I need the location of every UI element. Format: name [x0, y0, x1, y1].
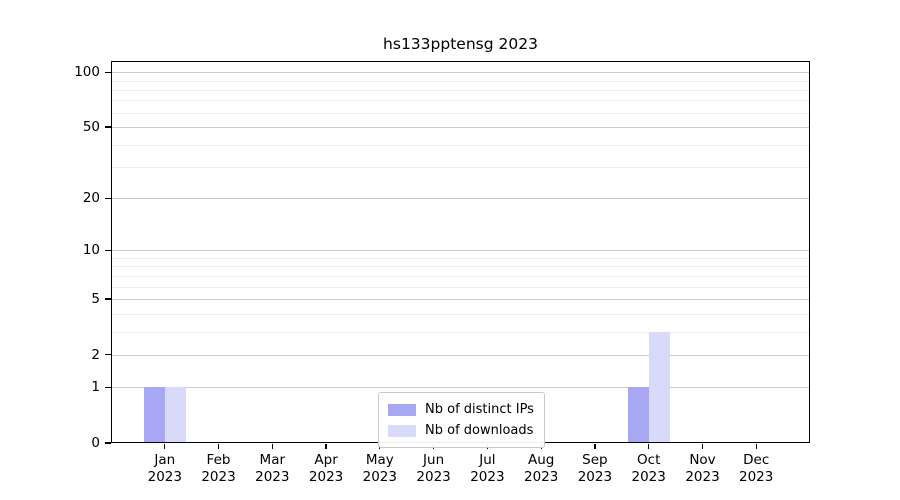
x-tick-label: Aug 2023 — [505, 452, 577, 486]
y-tick-label: 50 — [82, 119, 100, 135]
x-tick-month: Aug — [528, 452, 555, 468]
x-tick-mark — [755, 444, 757, 449]
x-tick-year: 2023 — [147, 469, 182, 485]
x-tick-year: 2023 — [470, 469, 505, 485]
bar-downloads-jan — [164, 387, 186, 443]
legend: Nb of distinct IPs Nb of downloads — [378, 392, 545, 448]
x-tick-year: 2023 — [416, 469, 451, 485]
gridline-minor — [112, 313, 809, 315]
x-tick-month: Dec — [743, 452, 770, 468]
y-tick-mark — [105, 442, 111, 444]
gridline-minor — [112, 258, 809, 259]
x-tick-year: 2023 — [362, 469, 397, 485]
gridline-minor — [112, 331, 809, 333]
gridline-minor — [112, 144, 809, 146]
gridline-minor — [112, 89, 809, 91]
x-tick-label: Jan 2023 — [129, 452, 201, 486]
legend-label-downloads: Nb of downloads — [425, 423, 534, 438]
x-tick-label: Jul 2023 — [451, 452, 523, 486]
x-tick-year: 2023 — [631, 469, 666, 485]
x-tick-year: 2023 — [201, 469, 236, 485]
y-tick-mark — [105, 354, 111, 356]
x-tick-month: Apr — [314, 452, 338, 468]
gridline-minor — [112, 100, 809, 102]
gridline-major — [112, 387, 809, 389]
gridline-major — [112, 250, 809, 252]
x-tick-month: May — [365, 452, 394, 468]
x-tick-label: Feb 2023 — [183, 452, 255, 486]
x-tick-month: Mar — [259, 452, 286, 468]
distinct-ips-swatch-icon — [388, 403, 416, 416]
x-tick-mark — [164, 444, 166, 449]
legend-label-distinct-ips: Nb of distinct IPs — [425, 402, 534, 417]
y-tick-mark — [105, 197, 111, 199]
gridline-minor — [112, 286, 809, 288]
bar-downloads-oct — [648, 331, 670, 443]
x-tick-month: Jun — [423, 452, 445, 468]
x-tick-month: Jan — [154, 452, 176, 468]
gridline-minor — [112, 266, 809, 268]
x-tick-month: Oct — [637, 452, 661, 468]
downloads-swatch-icon — [388, 424, 416, 437]
y-tick-label: 1 — [91, 379, 100, 396]
x-tick-year: 2023 — [308, 469, 344, 485]
y-tick-mark — [105, 298, 111, 300]
x-tick-label: Apr 2023 — [290, 452, 362, 486]
gridline-major — [112, 354, 809, 356]
plot-area-border — [111, 61, 810, 443]
x-tick-mark — [325, 444, 327, 449]
x-tick-year: 2023 — [255, 469, 290, 485]
y-tick-label: 5 — [91, 291, 100, 307]
x-tick-month: Sep — [582, 452, 608, 468]
bar-distinct-ips-oct — [627, 387, 649, 443]
x-tick-month: Feb — [206, 452, 231, 468]
x-tick-label: Sep 2023 — [559, 452, 631, 486]
y-tick-label: 2 — [91, 346, 100, 363]
x-tick-month: Jul — [479, 452, 496, 468]
x-tick-label: Nov 2023 — [667, 452, 739, 486]
y-tick-mark — [105, 386, 111, 388]
x-tick-mark — [217, 444, 220, 449]
gridline-minor — [112, 112, 809, 114]
gridline-minor — [112, 167, 809, 168]
gridline-major — [112, 127, 809, 128]
legend-item-downloads: Nb of downloads — [388, 420, 534, 441]
x-tick-label: May 2023 — [344, 452, 416, 486]
x-tick-mark — [648, 444, 650, 449]
x-tick-label: Oct 2023 — [613, 452, 685, 486]
gridline-major — [112, 72, 809, 74]
x-tick-mark — [271, 444, 273, 449]
x-tick-year: 2023 — [739, 469, 774, 485]
chart-title: hs133pptensg 2023 — [383, 35, 538, 53]
x-tick-label: Dec 2023 — [720, 452, 792, 486]
legend-item-distinct-ips: Nb of distinct IPs — [388, 399, 534, 420]
x-tick-year: 2023 — [685, 469, 720, 485]
y-tick-mark — [105, 249, 111, 251]
x-tick-label: Mar 2023 — [236, 452, 308, 486]
bar-distinct-ips-jan — [143, 387, 165, 443]
x-tick-year: 2023 — [524, 469, 559, 485]
y-tick-mark — [105, 71, 111, 73]
gridline-minor — [112, 80, 809, 82]
y-tick-label: 0 — [91, 435, 100, 451]
y-tick-mark — [105, 126, 111, 128]
y-tick-label: 20 — [82, 190, 100, 207]
x-tick-mark — [701, 444, 704, 449]
y-tick-label: 100 — [74, 64, 100, 81]
y-tick-label: 10 — [82, 242, 100, 259]
gridline-major — [112, 198, 809, 200]
x-tick-month: Nov — [689, 452, 716, 468]
x-tick-mark — [594, 444, 596, 449]
x-tick-year: 2023 — [577, 469, 613, 485]
gridline-minor — [112, 275, 809, 277]
x-tick-label: Jun 2023 — [398, 452, 470, 486]
gridline-major — [112, 299, 809, 300]
